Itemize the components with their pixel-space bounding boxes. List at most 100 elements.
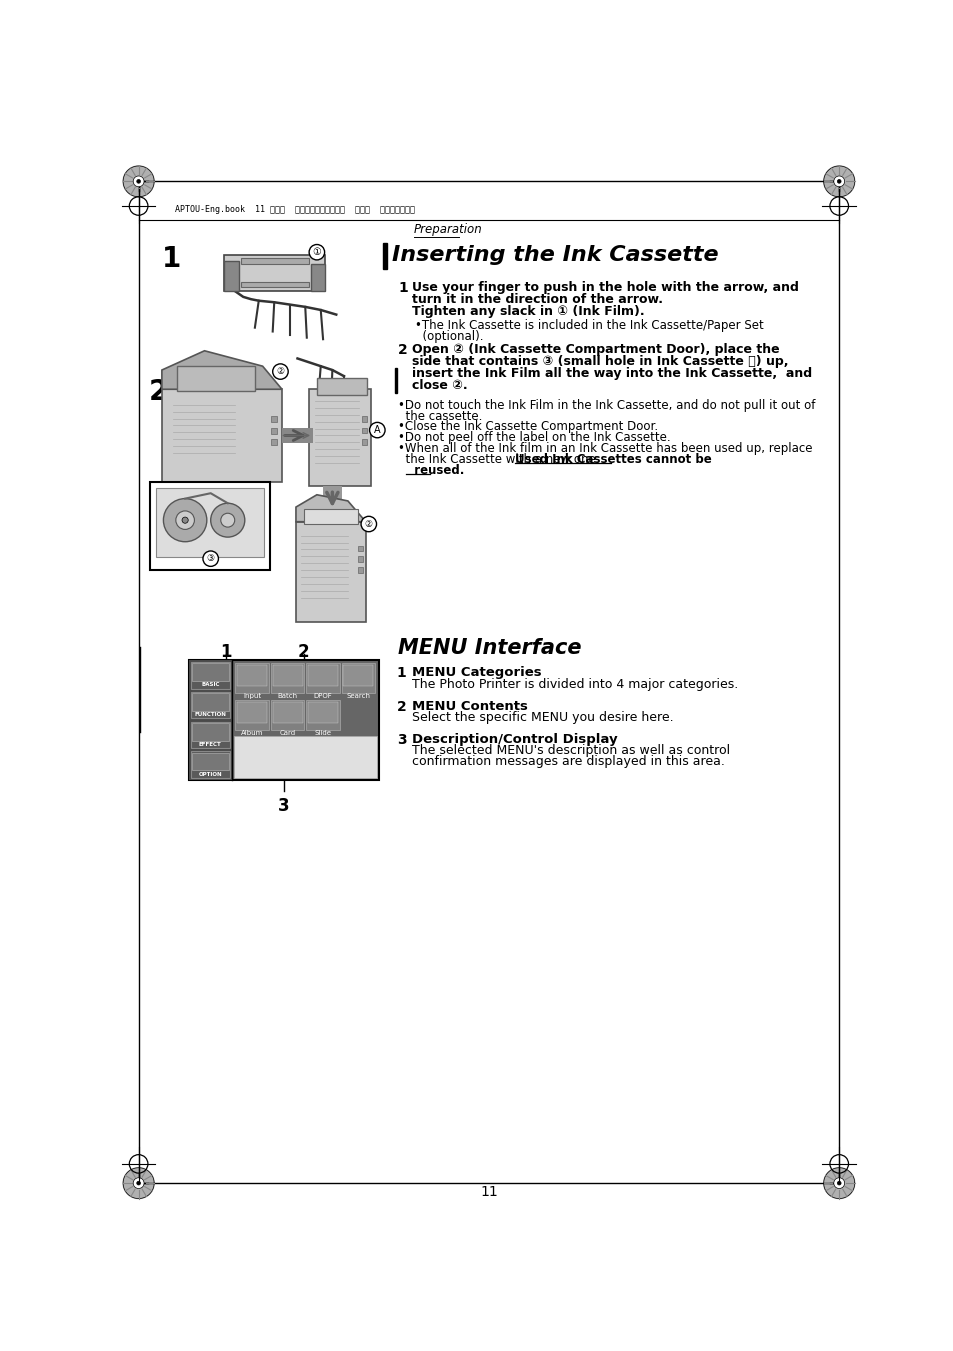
Circle shape xyxy=(273,363,288,380)
Text: OPTION: OPTION xyxy=(198,771,222,777)
Bar xyxy=(295,521,365,621)
Circle shape xyxy=(220,513,234,527)
Text: 1: 1 xyxy=(396,666,406,681)
Bar xyxy=(282,428,313,443)
Bar xyxy=(192,663,229,681)
Text: turn it in the direction of the arrow.: turn it in the direction of the arrow. xyxy=(412,293,662,307)
Bar xyxy=(241,282,309,286)
Circle shape xyxy=(203,551,218,566)
Text: Album: Album xyxy=(240,730,263,736)
Bar xyxy=(271,428,277,434)
Circle shape xyxy=(837,1181,841,1185)
Circle shape xyxy=(833,1178,843,1189)
Bar xyxy=(241,258,309,263)
Bar xyxy=(309,389,371,485)
Text: 3: 3 xyxy=(278,797,290,815)
Bar xyxy=(162,389,282,482)
Bar xyxy=(273,665,302,686)
Polygon shape xyxy=(295,494,365,521)
Bar xyxy=(271,700,304,730)
Bar xyxy=(224,254,324,292)
Text: the Ink Cassette with a new one.: the Ink Cassette with a new one. xyxy=(397,453,603,466)
Bar xyxy=(357,546,363,551)
Text: BASIC: BASIC xyxy=(201,682,219,688)
Text: ②: ② xyxy=(364,520,373,528)
Circle shape xyxy=(175,511,194,530)
Text: FUNCTION: FUNCTION xyxy=(194,712,226,717)
Text: ②: ② xyxy=(276,367,284,376)
Bar xyxy=(271,439,277,446)
Text: 2: 2 xyxy=(396,700,406,713)
Circle shape xyxy=(309,245,324,259)
Text: Search: Search xyxy=(346,693,370,698)
Text: Used Ink Cassettes cannot be: Used Ink Cassettes cannot be xyxy=(515,453,711,466)
Bar xyxy=(192,693,229,711)
Bar xyxy=(357,567,363,573)
Bar xyxy=(382,243,386,269)
Bar xyxy=(271,663,304,693)
Circle shape xyxy=(133,1178,144,1189)
Bar xyxy=(177,366,254,390)
Circle shape xyxy=(369,423,385,438)
Text: ③: ③ xyxy=(207,554,214,563)
Bar xyxy=(233,736,377,778)
Circle shape xyxy=(182,517,188,523)
Text: MENU Interface: MENU Interface xyxy=(397,638,581,658)
Bar xyxy=(273,703,302,723)
Bar xyxy=(236,665,267,686)
Bar xyxy=(341,663,375,693)
Bar xyxy=(308,665,337,686)
Text: •When all of the Ink film in an Ink Cassette has been used up, replace: •When all of the Ink film in an Ink Cass… xyxy=(397,442,812,455)
Bar xyxy=(191,692,230,719)
Text: 2: 2 xyxy=(297,643,309,662)
Circle shape xyxy=(136,1181,140,1185)
Bar xyxy=(323,485,341,512)
Text: APTOU-Eng.book  11 ページ  ２００２年９月２７日  金曜日  午前１０時８分: APTOU-Eng.book 11 ページ ２００２年９月２７日 金曜日 午前１… xyxy=(174,205,415,215)
Text: 2: 2 xyxy=(397,343,408,358)
Text: Description/Control Display: Description/Control Display xyxy=(412,732,618,746)
Bar xyxy=(343,665,373,686)
Text: close ②.: close ②. xyxy=(412,380,467,392)
Text: DPOF: DPOF xyxy=(314,693,332,698)
Bar xyxy=(361,428,367,434)
Text: the cassette.: the cassette. xyxy=(397,409,482,423)
Text: The Photo Printer is divided into 4 major categories.: The Photo Printer is divided into 4 majo… xyxy=(412,678,738,690)
Bar xyxy=(235,663,269,693)
Circle shape xyxy=(136,180,140,184)
Circle shape xyxy=(163,499,207,542)
Polygon shape xyxy=(822,166,854,197)
Bar xyxy=(236,703,267,723)
Polygon shape xyxy=(162,351,282,389)
Text: •Close the Ink Cassette Compartment Door.: •Close the Ink Cassette Compartment Door… xyxy=(397,420,658,434)
Text: confirmation messages are displayed in this area.: confirmation messages are displayed in t… xyxy=(412,755,724,767)
Text: Preparation: Preparation xyxy=(414,223,482,236)
Bar xyxy=(395,367,397,393)
Text: (optional).: (optional). xyxy=(415,330,482,343)
Text: Open ② (Ink Cassette Compartment Door), place the: Open ② (Ink Cassette Compartment Door), … xyxy=(412,343,779,357)
Text: reused.: reused. xyxy=(406,463,464,477)
Text: Use your finger to push in the hole with the arrow, and: Use your finger to push in the hole with… xyxy=(412,281,799,295)
Bar xyxy=(191,662,230,689)
Circle shape xyxy=(833,176,843,186)
Text: •Do not touch the Ink Film in the Ink Cassette, and do not pull it out of: •Do not touch the Ink Film in the Ink Ca… xyxy=(397,399,815,412)
Polygon shape xyxy=(123,166,154,197)
Text: MENU Categories: MENU Categories xyxy=(412,666,541,680)
Text: Select the specific MENU you desire here.: Select the specific MENU you desire here… xyxy=(412,711,673,724)
Circle shape xyxy=(837,180,841,184)
Bar xyxy=(191,751,230,778)
Bar xyxy=(156,488,264,557)
Bar xyxy=(306,700,339,730)
Circle shape xyxy=(211,503,245,538)
Bar xyxy=(303,508,357,524)
Text: •The Ink Cassette is included in the Ink Cassette/Paper Set: •The Ink Cassette is included in the Ink… xyxy=(415,319,762,332)
Text: side that contains ③ (small hole in Ink Cassette Ⓐ) up,: side that contains ③ (small hole in Ink … xyxy=(412,355,788,369)
Bar xyxy=(271,416,277,423)
Circle shape xyxy=(360,516,376,532)
Bar xyxy=(357,557,363,562)
Text: 1: 1 xyxy=(397,281,408,296)
Circle shape xyxy=(133,176,144,186)
Bar xyxy=(311,263,324,292)
Bar xyxy=(361,416,367,422)
Text: 11: 11 xyxy=(479,1185,497,1198)
Text: A: A xyxy=(374,426,380,435)
